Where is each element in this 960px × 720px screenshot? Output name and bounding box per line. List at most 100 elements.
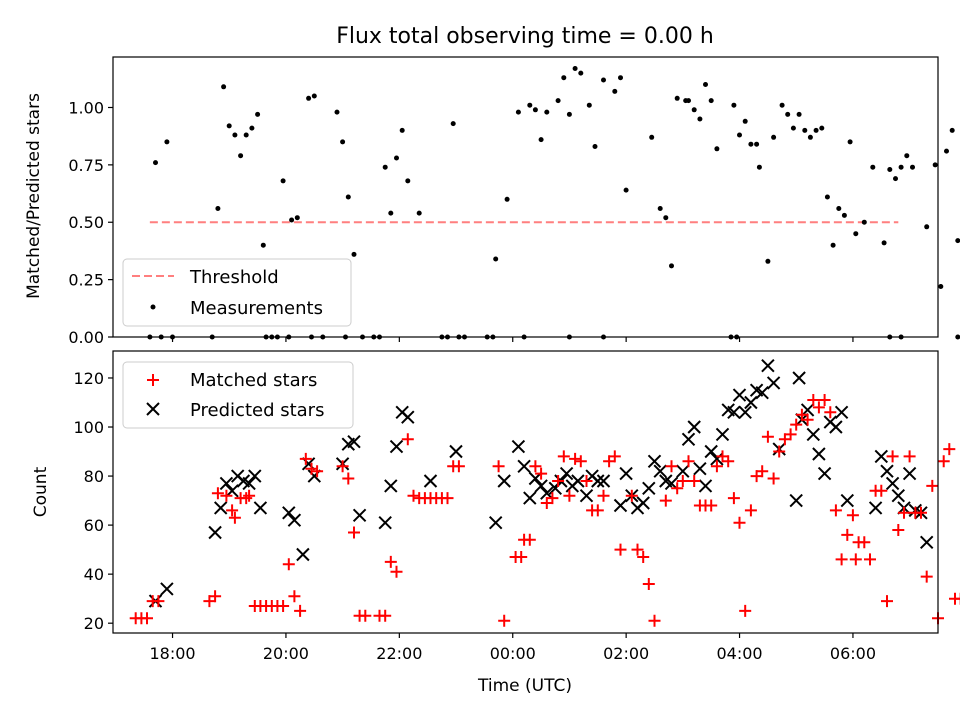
predicted-star-point [919, 535, 934, 550]
matched-legend-marker [147, 374, 159, 386]
predicted-star-point [681, 432, 696, 447]
predicted-star-point [766, 376, 781, 390]
measurement-point [731, 102, 737, 108]
matched-star-point [784, 428, 797, 441]
predicted-star-point [488, 515, 503, 530]
measurement-point [904, 153, 910, 159]
predicted-star-point [287, 513, 302, 527]
matched-star-point [676, 475, 689, 487]
predicted-star-point [676, 464, 690, 478]
matched-star-point [818, 394, 831, 406]
matched-star-point [348, 526, 360, 539]
measurement-point [748, 141, 754, 147]
matched-star-point [597, 489, 610, 502]
measurement-point [592, 144, 598, 149]
matched-star-point [812, 401, 825, 414]
measurement-point [215, 206, 221, 211]
matched-star-point [277, 600, 290, 612]
predicted-star-point [704, 444, 718, 459]
matched-star-point [441, 492, 454, 505]
measurement-point [779, 102, 785, 108]
matched-star-point [682, 455, 695, 468]
count-points-layer [129, 358, 960, 627]
measurement-point [311, 93, 317, 99]
predicted-star-point [834, 405, 849, 420]
measurement-points-layer [147, 66, 960, 340]
matched-star-point [211, 487, 224, 500]
y-axis-label-count: Count [31, 466, 51, 517]
measurement-point [807, 134, 813, 140]
counts-legend[interactable]: Matched stars Predicted stars [122, 361, 354, 429]
matched-star-point [209, 590, 222, 603]
measurement-point [334, 109, 340, 115]
matched-star-point [492, 460, 505, 473]
measurement-point [955, 238, 960, 244]
predicted-star-point [571, 474, 585, 488]
measurement-point [819, 125, 825, 131]
measurement-point [756, 164, 762, 170]
matched-star-point [294, 604, 307, 617]
measurement-point [697, 116, 703, 122]
predicted-star-point [534, 479, 548, 493]
predicted-star-point [744, 395, 758, 410]
predicted-star-point [613, 498, 628, 513]
legend-frame [122, 258, 352, 327]
predicted-star-point [497, 474, 511, 488]
ratio-legend[interactable]: Threshold Measurements [122, 258, 352, 327]
predicted-star-point [868, 501, 883, 515]
matched-star-point [637, 551, 650, 563]
matched-star-point [835, 553, 848, 566]
matched-star-point [552, 475, 565, 487]
matched-star-point [926, 479, 939, 492]
predicted-star-point [401, 410, 415, 424]
measurement-point [938, 284, 944, 289]
counts-panel: Count Time (UTC) 20 40 60 80 100 120 18:00 20:0… [31, 350, 960, 696]
matched-star-point [744, 504, 757, 517]
matched-star-point [761, 430, 774, 443]
legend-frame [122, 361, 354, 429]
y-tick-label-count: 120 [73, 369, 104, 388]
matched-star-point [767, 472, 780, 485]
y-axis-label-ratio: Matched/Predicted stars [24, 93, 44, 299]
predicted-star-point [208, 525, 222, 540]
matched-star-point [625, 489, 638, 502]
predicted-star-point [282, 506, 296, 520]
predicted-star-point [559, 466, 574, 481]
predicted-star-point [710, 452, 724, 466]
measurement-point [306, 95, 312, 101]
predicted-star-point [806, 427, 821, 442]
legend-label-predicted: Predicted stars [190, 400, 324, 421]
matched-star-point [807, 394, 820, 406]
matched-star-point [299, 452, 312, 465]
matched-star-point [498, 614, 511, 627]
measurement-point [754, 141, 760, 147]
matched-star-point [580, 475, 593, 487]
measurement-point [663, 215, 669, 221]
measurement-point [708, 98, 714, 104]
predicted-star-point [653, 464, 667, 478]
x-tick-label-time: 06:00 [830, 644, 876, 663]
predicted-star-point [384, 479, 398, 493]
matched-star-point [535, 467, 548, 480]
matched-star-point [529, 460, 542, 473]
ratio-axes-frame [112, 56, 939, 338]
predicted-star-point [880, 464, 894, 478]
matched-star-point [228, 511, 241, 524]
measurement-point [910, 164, 915, 170]
matched-star-point [829, 504, 842, 517]
matched-star-point [849, 553, 862, 566]
x-tick-label-time: 02:00 [603, 644, 649, 663]
measurement-point [841, 212, 847, 218]
predicted-star-point [523, 491, 537, 505]
measurement-point [394, 155, 399, 161]
measurement-point [340, 139, 346, 145]
matched-star-point [226, 504, 239, 517]
y-tick-label-ratio: 0.50 [68, 213, 104, 232]
matched-star-point [858, 536, 871, 549]
y-tick-label-count: 80 [84, 467, 104, 486]
predicted-star-point [761, 358, 775, 373]
measurement-point [853, 231, 859, 237]
ratio-panel: Flux total observing time = 0.00 h Match… [24, 24, 960, 347]
predicted-star-point [248, 469, 262, 483]
measurement-point [714, 146, 720, 152]
